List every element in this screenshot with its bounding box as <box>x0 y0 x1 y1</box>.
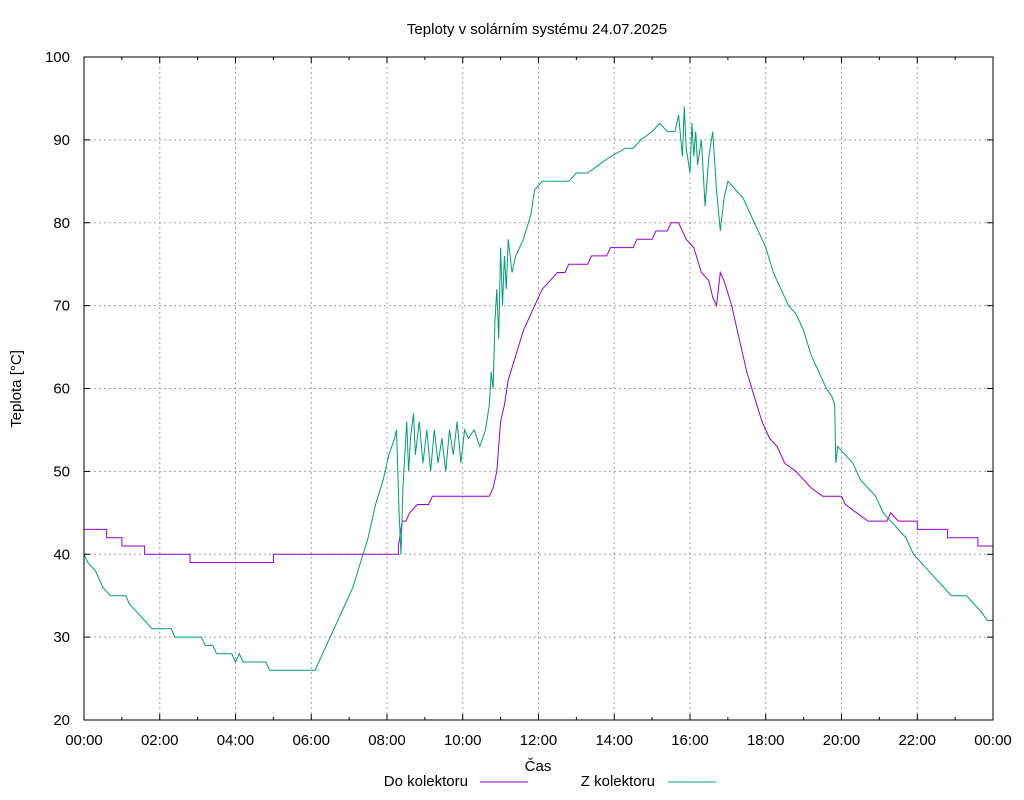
y-tick-label: 20 <box>53 712 70 729</box>
series-layer <box>83 106 993 671</box>
y-tick-label: 80 <box>53 215 70 232</box>
x-tick-label: 18:00 <box>747 732 785 749</box>
x-tick-label: 06:00 <box>292 732 330 749</box>
y-tick-label: 40 <box>53 546 70 563</box>
x-tick-label: 20:00 <box>823 732 861 749</box>
grid <box>84 57 993 720</box>
ticks: 00:00 02:00 04:00 06:00 08:00 10:00 12:00 14:00… <box>45 49 1012 749</box>
x-tick-label: 16:00 <box>671 732 709 749</box>
x-tick-label: 12:00 <box>520 732 558 749</box>
x-tick-label: 10:00 <box>444 732 482 749</box>
y-tick-label: 60 <box>53 381 70 398</box>
y-axis-label: Teplota [°C] <box>8 350 25 428</box>
x-tick-label: 22:00 <box>898 732 936 749</box>
y-tick-label: 100 <box>45 49 70 66</box>
y-tick-label: 30 <box>53 629 70 646</box>
legend-label-do-kolektoru: Do kolektoru <box>384 773 468 790</box>
x-tick-label: 00:00 <box>974 732 1012 749</box>
y-tick-label: 50 <box>53 463 70 480</box>
x-tick-label: 00:00 <box>65 732 103 749</box>
series-line-z-kolektoru <box>83 106 993 671</box>
legend-label-z-kolektoru: Z kolektoru <box>581 773 655 790</box>
y-tick-label: 90 <box>53 132 70 149</box>
x-tick-label: 02:00 <box>141 732 179 749</box>
x-axis-label: Čas <box>525 758 552 775</box>
chart-title: Teploty v solárním systému 24.07.2025 <box>407 21 667 38</box>
x-tick-label: 04:00 <box>217 732 255 749</box>
x-tick-label: 14:00 <box>595 732 633 749</box>
x-tick-label: 08:00 <box>368 732 406 749</box>
legend: Do kolektoru Z kolektoru <box>384 773 716 790</box>
y-tick-label: 70 <box>53 298 70 315</box>
